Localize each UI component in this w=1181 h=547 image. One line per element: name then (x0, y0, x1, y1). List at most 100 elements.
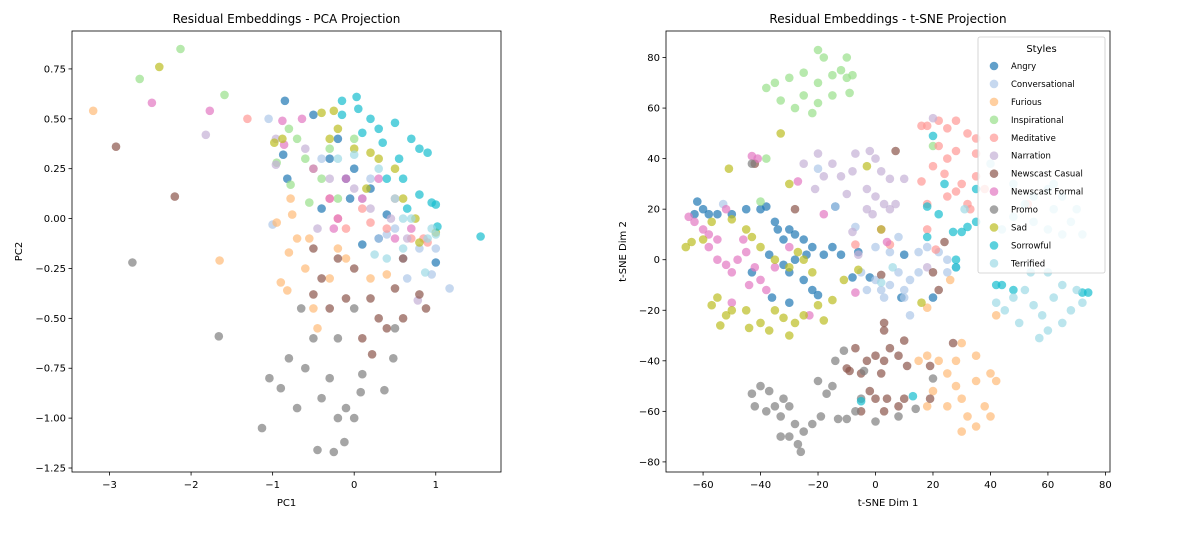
legend-item: Newscast Formal (989, 187, 1083, 198)
data-point (476, 232, 485, 241)
data-point (879, 293, 889, 302)
data-point (1037, 311, 1047, 320)
data-point (848, 167, 857, 176)
data-point (943, 369, 952, 378)
data-point (427, 270, 437, 279)
data-point (940, 237, 949, 247)
data-point (341, 224, 351, 233)
data-point (276, 278, 286, 287)
data-point (928, 374, 938, 383)
data-point (309, 290, 318, 299)
data-point (684, 212, 693, 222)
data-point (276, 383, 286, 393)
data-point (951, 187, 961, 196)
data-point (287, 210, 297, 219)
data-point (928, 161, 938, 171)
data-point (876, 278, 886, 287)
data-point (386, 214, 396, 223)
data-point (785, 402, 794, 411)
data-point (317, 154, 326, 163)
data-point (707, 217, 716, 227)
data-point (317, 108, 326, 118)
data-point (721, 260, 731, 270)
data-point (739, 235, 748, 244)
data-point (352, 92, 361, 102)
data-point (779, 235, 788, 244)
data-point (810, 184, 820, 194)
chart-title: Residual Embeddings - PCA Projection (173, 12, 401, 26)
data-point (842, 364, 852, 373)
x-tick-label: −60 (693, 480, 714, 491)
data-point (948, 338, 958, 348)
data-point (340, 437, 349, 447)
y-tick-label: −0.75 (35, 364, 66, 375)
data-point (366, 274, 375, 283)
data-point (879, 407, 889, 416)
data-point (813, 290, 823, 300)
data-point (879, 356, 889, 366)
legend-item: Narration (989, 151, 1051, 162)
data-point (808, 242, 817, 252)
data-point (762, 83, 771, 93)
data-point (1083, 288, 1093, 297)
data-point (828, 70, 837, 80)
data-point (286, 180, 295, 189)
legend-marker (989, 61, 999, 71)
legend-label: Angry (1011, 62, 1036, 72)
data-point (785, 432, 794, 441)
data-point (871, 242, 880, 252)
axes-frame (71, 30, 502, 473)
data-point (785, 263, 794, 272)
data-point (374, 174, 384, 183)
data-point (776, 96, 785, 105)
data-point (333, 334, 343, 343)
legend-label: Furious (1011, 98, 1042, 108)
data-point (943, 192, 952, 201)
legend-label: Promo (1011, 206, 1038, 216)
data-point (374, 164, 384, 173)
data-point (423, 148, 432, 157)
data-point (747, 232, 757, 242)
data-point (147, 98, 157, 108)
series-conversational (264, 114, 454, 293)
data-point (905, 311, 915, 320)
data-point (257, 423, 267, 433)
data-point (333, 413, 343, 423)
y-tick-label: 0.75 (44, 64, 66, 75)
data-point (770, 255, 780, 264)
data-point (329, 224, 339, 233)
data-point (762, 202, 771, 211)
data-point (851, 343, 860, 353)
plot-tsne: −60 −40 −20 0 20 40 60 80 −80 −60 −40 −20 0 20 40 60 80 R… (618, 12, 1112, 509)
series-newscast-casual (111, 142, 431, 359)
data-point (925, 394, 935, 404)
data-point (402, 274, 412, 283)
data-point (851, 288, 860, 297)
data-point (205, 106, 215, 116)
legend-label: Sorrowful (1011, 241, 1051, 251)
data-point (928, 386, 938, 396)
data-point (776, 412, 785, 421)
data-point (286, 194, 295, 203)
data-point (390, 234, 400, 243)
data-point (833, 414, 843, 424)
data-point (894, 351, 903, 361)
data-point (398, 194, 408, 203)
data-point (390, 194, 400, 203)
data-point (865, 146, 875, 156)
data-point (390, 224, 400, 233)
x-tick-label: −20 (807, 480, 828, 491)
data-point (333, 244, 343, 253)
data-point (704, 209, 714, 219)
data-point (931, 245, 941, 254)
data-point (785, 225, 794, 234)
data-point (284, 354, 294, 363)
data-point (111, 142, 121, 151)
data-point (415, 290, 424, 299)
x-tick-label: 1 (433, 480, 439, 491)
data-point (862, 285, 872, 295)
data-point (779, 394, 788, 404)
data-point (839, 346, 849, 356)
data-point (374, 154, 384, 163)
data-point (963, 412, 972, 421)
